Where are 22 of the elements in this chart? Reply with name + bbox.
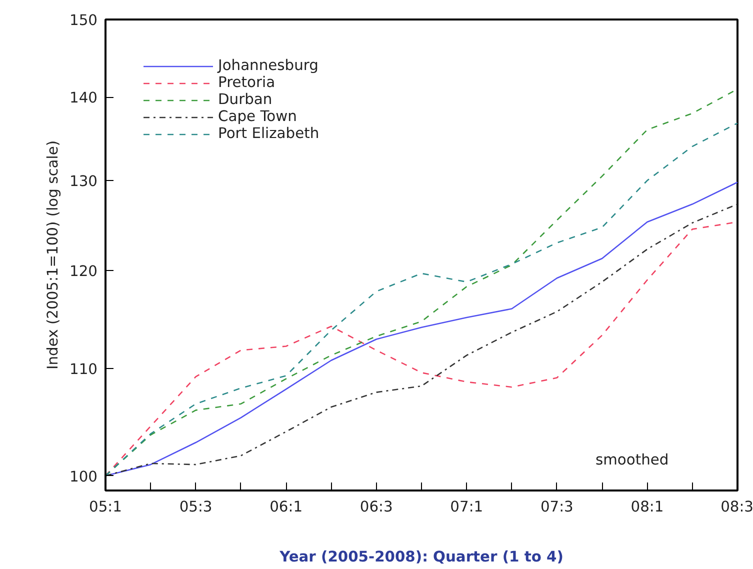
x-tick-label: 06:3 [360, 498, 393, 516]
y-tick-label: 120 [70, 263, 98, 280]
y-tick-label: 150 [70, 12, 98, 29]
x-tick-label: 07:1 [450, 498, 484, 516]
x-tick-label: 05:3 [179, 498, 212, 516]
x-tick-label: 06:1 [270, 498, 303, 516]
y-tick-label: 110 [70, 361, 98, 378]
x-axis-title: Year (2005-2008): Quarter (1 to 4) [278, 548, 564, 566]
y-tick-label: 130 [70, 173, 98, 190]
legend-label: Port Elizabeth [218, 125, 320, 142]
legend-label: Johannesburg [218, 57, 318, 74]
legend-label: Cape Town [218, 108, 297, 125]
x-tick-label: 08:1 [630, 498, 664, 516]
legend-label: Durban [218, 91, 272, 108]
y-tick-label: 100 [70, 468, 98, 486]
annotation: smoothed [596, 452, 669, 468]
y-tick-label: 140 [70, 90, 98, 107]
x-tick-label: 05:1 [89, 498, 122, 516]
y-axis-title: Index (2005:1=100) (log scale) [44, 140, 62, 370]
legend-label: Pretoria [218, 74, 276, 91]
x-tick-label: 07:3 [540, 498, 574, 516]
x-tick-label: 08:3 [720, 498, 753, 516]
